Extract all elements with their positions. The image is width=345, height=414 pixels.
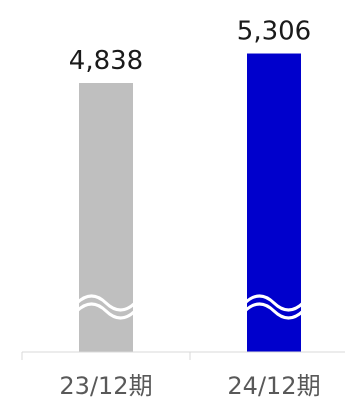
axis-break-upper-1 <box>75 294 137 312</box>
data-label-1: 4,838 <box>69 46 143 76</box>
bar-2 <box>247 53 301 353</box>
axis-break-group <box>75 294 305 320</box>
bar-1 <box>79 83 133 352</box>
x-tick-label-1: 23/12期 <box>59 372 152 400</box>
labels-group: 4,838 23/12期 5,306 24/12期 <box>59 17 320 400</box>
axis-break-lower-1 <box>75 302 137 320</box>
axis-break-upper-2 <box>243 294 305 312</box>
bars-group <box>79 53 301 353</box>
axis-break-lower-2 <box>243 302 305 320</box>
x-axis <box>21 351 345 360</box>
data-label-2: 5,306 <box>237 17 311 47</box>
x-tick-label-2: 24/12期 <box>227 372 320 400</box>
